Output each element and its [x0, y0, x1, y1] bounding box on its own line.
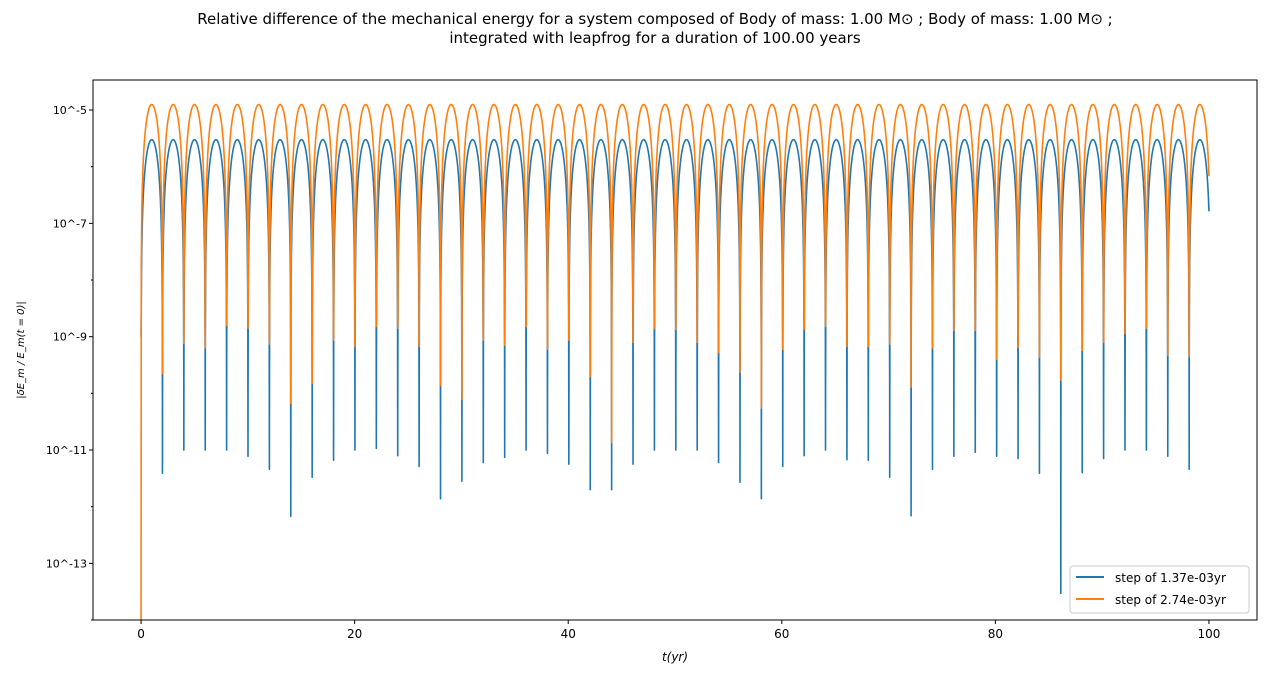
legend: step of 1.37e-03yr step of 2.74e-03yr [1069, 565, 1250, 614]
y-tick-label: 10^-9 [53, 331, 87, 344]
legend-box [1069, 565, 1250, 614]
y-tick-label: 10^-7 [53, 217, 87, 230]
x-tick-label: 60 [774, 627, 789, 641]
y-tick-label: 10^-13 [46, 557, 87, 570]
legend-label-2: step of 2.74e-03yr [1115, 593, 1226, 607]
chart-title-line2: integrated with leapfrog for a duration … [449, 29, 861, 47]
x-tick-label: 80 [988, 627, 1003, 641]
x-axis-label: t(yr) [662, 650, 688, 664]
y-tick-label: 10^-5 [53, 104, 87, 117]
y-axis: 10^-5 10^-7 10^-9 10^-11 10^-13 [46, 104, 93, 621]
x-tick-label: 40 [561, 627, 576, 641]
series-line-2 [140, 103, 1210, 620]
x-tick-label: 100 [1197, 627, 1220, 641]
x-tick-label: 20 [347, 627, 362, 641]
plot-frame [92, 79, 1258, 621]
y-axis-label: |δE_m / E_m(t = 0)| [16, 301, 27, 399]
series-layer [140, 103, 1210, 620]
y-tick-label: 10^-11 [46, 444, 87, 457]
x-tick-label: 0 [137, 627, 145, 641]
chart-title-line1: Relative difference of the mechanical en… [197, 10, 1112, 28]
legend-label-1: step of 1.37e-03yr [1115, 571, 1226, 585]
y-axis-label-text: |δE_m / E_m(t = 0)| [16, 301, 27, 399]
x-axis: 0 20 40 60 80 100 [137, 620, 1220, 641]
